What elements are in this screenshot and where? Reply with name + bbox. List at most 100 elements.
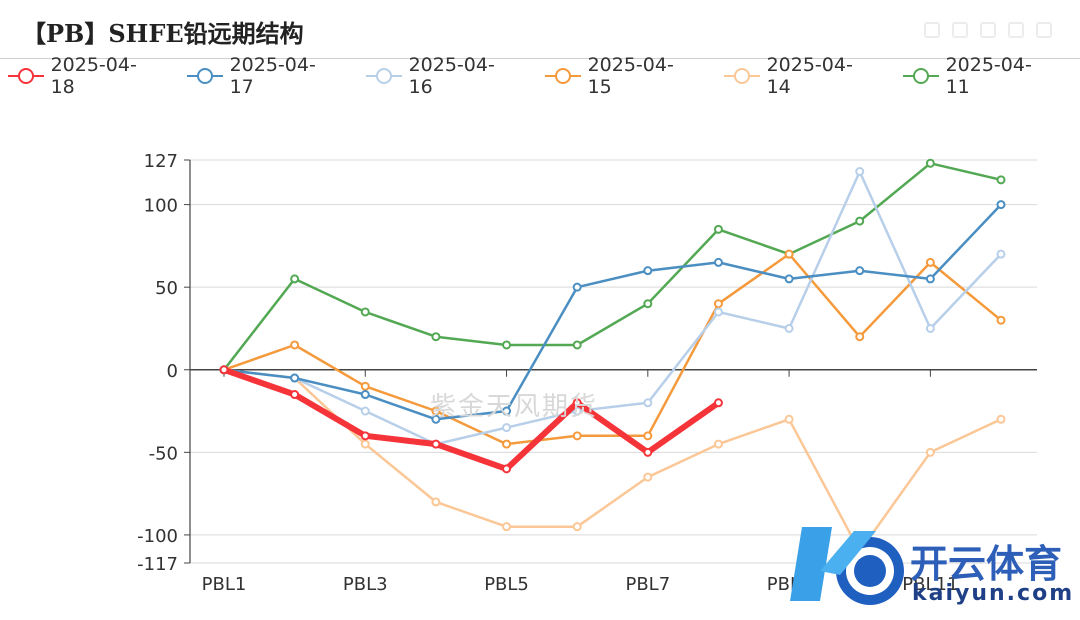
legend-item-2025-04-16[interactable]: 2025-04-16 bbox=[364, 54, 515, 98]
data-view-icon[interactable] bbox=[980, 22, 996, 38]
data-point[interactable] bbox=[996, 200, 1006, 210]
data-point[interactable] bbox=[360, 390, 370, 400]
data-point[interactable] bbox=[784, 249, 794, 259]
logo-url: kaiyun.com bbox=[912, 581, 1075, 606]
data-point[interactable] bbox=[643, 266, 653, 276]
legend-marker-icon bbox=[366, 68, 402, 84]
data-point[interactable] bbox=[713, 439, 723, 449]
legend-marker-icon bbox=[545, 68, 581, 84]
chart-title: 【PB】SHFE铅远期结构 bbox=[22, 19, 304, 48]
data-point[interactable] bbox=[360, 381, 370, 391]
data-point[interactable] bbox=[643, 398, 653, 408]
series-2025-04-18 bbox=[219, 365, 723, 474]
data-point[interactable] bbox=[713, 307, 723, 317]
data-point[interactable] bbox=[996, 175, 1006, 185]
close-icon[interactable] bbox=[1036, 22, 1052, 38]
data-point[interactable] bbox=[290, 373, 300, 383]
y-tick-label: -50 bbox=[149, 443, 178, 464]
legend-label: 2025-04-18 bbox=[50, 54, 137, 98]
x-tick-label: PBL1 bbox=[202, 574, 247, 595]
data-point[interactable] bbox=[996, 414, 1006, 424]
legend-item-2025-04-14[interactable]: 2025-04-14 bbox=[722, 54, 873, 98]
data-point[interactable] bbox=[502, 522, 512, 532]
data-point[interactable] bbox=[784, 323, 794, 333]
data-point[interactable] bbox=[713, 224, 723, 234]
legend-label: 2025-04-17 bbox=[229, 54, 316, 98]
data-point[interactable] bbox=[925, 323, 935, 333]
data-point[interactable] bbox=[996, 249, 1006, 259]
chart-toolbar bbox=[924, 22, 1052, 38]
data-point[interactable] bbox=[572, 522, 582, 532]
data-point[interactable] bbox=[996, 315, 1006, 325]
watermark-text: 紫金天风期货 bbox=[430, 392, 599, 422]
data-point[interactable] bbox=[643, 472, 653, 482]
data-point[interactable] bbox=[925, 257, 935, 267]
data-point[interactable] bbox=[643, 431, 653, 441]
data-point[interactable] bbox=[502, 423, 512, 433]
data-point[interactable] bbox=[855, 266, 865, 276]
data-point[interactable] bbox=[431, 332, 441, 342]
x-tick-label: PBL3 bbox=[343, 574, 388, 595]
data-point[interactable] bbox=[643, 299, 653, 309]
data-point[interactable] bbox=[925, 447, 935, 457]
legend-item-2025-04-18[interactable]: 2025-04-18 bbox=[6, 54, 157, 98]
x-tick-label: PBL7 bbox=[625, 574, 670, 595]
data-point[interactable] bbox=[360, 439, 370, 449]
data-point[interactable] bbox=[855, 332, 865, 342]
y-tick-label: 50 bbox=[155, 278, 178, 299]
data-point[interactable] bbox=[431, 439, 441, 449]
data-point[interactable] bbox=[431, 414, 441, 424]
data-point[interactable] bbox=[502, 406, 512, 416]
logo-name: 开云体育 bbox=[910, 542, 1063, 586]
restore-icon[interactable] bbox=[924, 22, 940, 38]
title-divider bbox=[0, 58, 1080, 59]
save-image-icon[interactable] bbox=[1008, 22, 1024, 38]
brand-logo: 开云体育 kaiyun.com bbox=[790, 515, 1080, 620]
legend-item-2025-04-15[interactable]: 2025-04-15 bbox=[543, 54, 694, 98]
legend-label: 2025-04-16 bbox=[408, 54, 495, 98]
legend-marker-icon bbox=[8, 68, 44, 84]
data-point[interactable] bbox=[643, 447, 653, 457]
legend-label: 2025-04-11 bbox=[945, 54, 1032, 98]
data-point[interactable] bbox=[219, 365, 229, 375]
data-point[interactable] bbox=[572, 431, 582, 441]
data-point[interactable] bbox=[713, 299, 723, 309]
y-tick-label: 100 bbox=[144, 196, 178, 217]
data-point[interactable] bbox=[502, 464, 512, 474]
data-point[interactable] bbox=[360, 406, 370, 416]
data-point[interactable] bbox=[784, 414, 794, 424]
legend-marker-icon bbox=[903, 68, 939, 84]
data-point[interactable] bbox=[855, 167, 865, 177]
data-point[interactable] bbox=[572, 406, 582, 416]
data-point[interactable] bbox=[713, 398, 723, 408]
data-point[interactable] bbox=[431, 497, 441, 507]
series-line bbox=[222, 162, 1003, 372]
series-2025-04-11 bbox=[219, 158, 1006, 375]
data-point[interactable] bbox=[502, 439, 512, 449]
data-point[interactable] bbox=[572, 398, 582, 408]
x-tick-label: PBL11 bbox=[902, 574, 958, 595]
data-point[interactable] bbox=[290, 390, 300, 400]
data-point[interactable] bbox=[360, 431, 370, 441]
data-point[interactable] bbox=[360, 307, 370, 317]
chart-legend: 2025-04-18 2025-04-17 2025-04-16 2025-04-15… bbox=[6, 54, 1080, 98]
data-point[interactable] bbox=[713, 257, 723, 267]
series-line bbox=[222, 203, 1003, 421]
zoom-icon[interactable] bbox=[952, 22, 968, 38]
y-tick-label: 127 bbox=[144, 151, 178, 172]
data-point[interactable] bbox=[572, 282, 582, 292]
series-line bbox=[222, 252, 1003, 446]
data-point[interactable] bbox=[925, 158, 935, 168]
data-point[interactable] bbox=[925, 274, 935, 284]
data-point[interactable] bbox=[431, 406, 441, 416]
legend-item-2025-04-11[interactable]: 2025-04-11 bbox=[901, 54, 1052, 98]
data-point[interactable] bbox=[784, 274, 794, 284]
data-point[interactable] bbox=[855, 216, 865, 226]
data-point[interactable] bbox=[572, 340, 582, 350]
data-point[interactable] bbox=[290, 274, 300, 284]
logo-k-icon bbox=[790, 527, 904, 605]
legend-item-2025-04-17[interactable]: 2025-04-17 bbox=[185, 54, 336, 98]
data-point[interactable] bbox=[502, 340, 512, 350]
legend-label: 2025-04-14 bbox=[766, 54, 853, 98]
data-point[interactable] bbox=[290, 340, 300, 350]
